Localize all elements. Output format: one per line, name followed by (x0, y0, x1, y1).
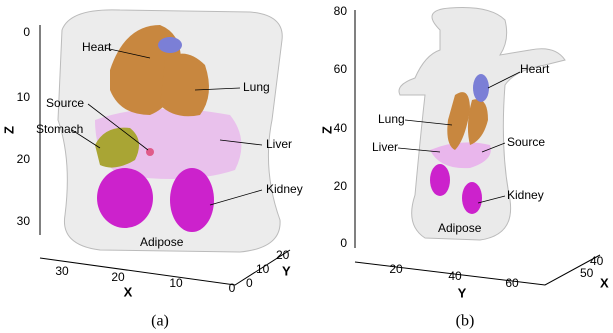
kidney-left (430, 164, 450, 196)
tick-label: 0 (23, 25, 30, 39)
organ-label: Lung (243, 80, 270, 94)
tick-label: 10 (256, 262, 270, 276)
heart (473, 74, 489, 102)
tick-label: 60 (334, 62, 348, 76)
heart (158, 37, 182, 53)
kidney-right (170, 168, 214, 232)
tick-label: 80 (334, 4, 348, 18)
tick-label: 30 (17, 214, 31, 228)
axis-label: Y (282, 263, 291, 278)
tick-label: 60 (505, 276, 519, 290)
kidney-right (462, 182, 482, 214)
organ-label: Liver (266, 137, 292, 151)
caption: (b) (456, 313, 475, 330)
organ-label: Heart (82, 40, 112, 54)
axis-label: Y (458, 285, 467, 300)
tick-label: 0 (229, 281, 236, 295)
caption: (a) (151, 313, 169, 330)
axis-label: Z (1, 126, 16, 134)
organ-label: Kidney (507, 188, 544, 202)
axis-label: Z (319, 126, 334, 134)
lung-right (160, 54, 209, 117)
organ-label: Stomach (36, 122, 83, 136)
tick-label: 20 (111, 270, 125, 284)
tick-label: 30 (55, 264, 69, 278)
axis-label: X (600, 275, 609, 290)
kidney-left (97, 168, 153, 228)
organ-label: Heart (520, 62, 550, 76)
organ-label: Lung (378, 112, 405, 126)
organ-label: Source (46, 96, 84, 110)
organ-label: Adipose (438, 221, 482, 235)
tick-label: 40 (448, 269, 462, 283)
tick-label: 20 (334, 179, 348, 193)
tick-label: 10 (169, 276, 183, 290)
organ-label: Kidney (266, 182, 303, 196)
tick-label: 50 (580, 266, 594, 280)
axis-label: X (124, 284, 133, 299)
tick-label: 40 (334, 121, 348, 135)
tick-label: 0 (246, 276, 253, 290)
organ-label: Adipose (140, 235, 184, 249)
tick-label: 20 (17, 152, 31, 166)
organ-label: Source (507, 135, 545, 149)
figure: Heart Lung Source Stomach Liver Kidney A… (0, 0, 613, 333)
organ-label: Liver (372, 140, 398, 154)
tick-label: 0 (340, 236, 347, 250)
tick-label: 20 (389, 262, 403, 276)
tick-label: 10 (17, 90, 31, 104)
tick-label: 20 (276, 248, 290, 262)
